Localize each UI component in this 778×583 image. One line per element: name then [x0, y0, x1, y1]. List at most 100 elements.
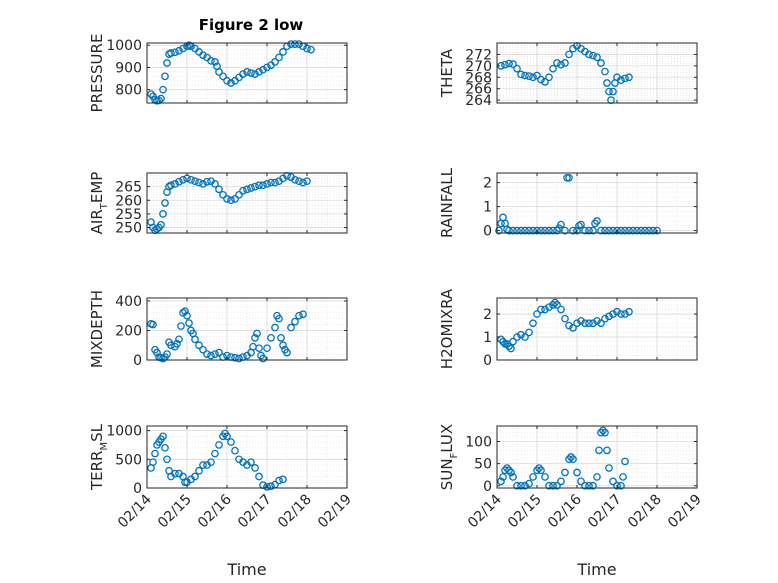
data-point: [525, 72, 533, 80]
data-point: [499, 337, 507, 346]
data-point: [625, 73, 633, 82]
data-point: [219, 190, 227, 199]
subplot-6: 0 1 2 H2OMIXRA: [438, 288, 698, 369]
data-point: [195, 466, 203, 475]
y-tick-label: 268: [465, 70, 492, 86]
data-point: [535, 464, 543, 472]
axes-box: [496, 297, 698, 361]
data-point: [653, 226, 661, 235]
data-point: [557, 477, 565, 486]
data-point: [603, 446, 611, 455]
data-point: [179, 44, 187, 53]
data-point: [509, 226, 517, 235]
data-point: [239, 186, 247, 195]
data-point: [175, 335, 183, 344]
data-point: [597, 226, 605, 235]
data-point: [609, 87, 617, 96]
data-point: [581, 481, 589, 490]
data-point: [235, 190, 243, 199]
y-tick-label: 100: [465, 435, 492, 451]
data-point: [549, 481, 557, 490]
data-point: [157, 220, 165, 229]
data-point: [537, 226, 545, 235]
y-tick-label: 1: [483, 330, 492, 346]
y-tick-label: 255: [115, 207, 142, 223]
data-point: [231, 446, 239, 455]
data-point: [617, 481, 625, 490]
data-point: [553, 59, 561, 67]
data-point: [159, 354, 167, 363]
data-point: [495, 226, 503, 235]
axes-box: [496, 42, 698, 104]
data-point: [231, 195, 239, 203]
data-point: [529, 473, 537, 481]
data-point: [525, 226, 533, 235]
data-point: [211, 449, 219, 458]
data-point: [185, 319, 193, 327]
y-tick-label: 1000: [106, 38, 142, 54]
y-tick-label: 500: [115, 452, 142, 468]
data-point: [561, 226, 569, 235]
data-point: [263, 483, 271, 491]
data-point: [271, 58, 279, 66]
data-point: [529, 319, 537, 328]
data-point: [513, 226, 521, 235]
data-point: [637, 226, 645, 235]
y-tick-label: 1: [483, 200, 492, 216]
data-point: [251, 334, 259, 342]
data-point: [243, 185, 251, 194]
data-point: [629, 226, 637, 235]
data-point: [553, 481, 561, 490]
data-point: [577, 317, 585, 325]
data-point: [253, 329, 261, 338]
data-point: [287, 40, 295, 48]
data-point: [565, 50, 573, 59]
data-point: [617, 310, 625, 318]
data-point: [517, 330, 525, 339]
data-point: [147, 90, 155, 98]
data-point: [275, 53, 283, 62]
data-point: [581, 226, 589, 235]
data-point: [247, 458, 255, 467]
data-point: [207, 56, 215, 65]
data-point: [573, 468, 581, 477]
y-tick-label: 272: [465, 47, 492, 63]
data-point: [585, 226, 593, 235]
data-point: [603, 79, 611, 87]
y-tick-label: 50: [474, 457, 492, 473]
axes-box: [146, 42, 348, 104]
axes-box: [146, 172, 348, 234]
data-point: [171, 180, 179, 188]
data-point: [505, 59, 513, 68]
data-point: [199, 180, 207, 188]
y-tick-label: 250: [115, 221, 142, 237]
data-point: [155, 96, 163, 105]
data-point: [175, 46, 183, 55]
data-point: [609, 477, 617, 486]
data-point: [589, 481, 597, 490]
data-point: [163, 350, 171, 358]
data-point: [621, 457, 629, 466]
data-point: [613, 481, 621, 490]
data-point: [617, 76, 625, 84]
axes-box: [146, 297, 348, 361]
y-tick-label: 900: [115, 60, 142, 76]
y-tick-label: 265: [115, 180, 142, 196]
data-point: [505, 342, 513, 351]
data-point: [597, 59, 605, 67]
data-point: [605, 226, 613, 235]
data-point: [625, 307, 633, 316]
data-point: [541, 78, 549, 86]
data-point: [175, 177, 183, 186]
data-point: [207, 351, 215, 360]
data-point: [545, 481, 553, 490]
y-tick-label: 270: [465, 59, 492, 75]
data-point: [161, 199, 169, 207]
data-point: [149, 320, 157, 329]
data-point: [537, 305, 545, 314]
y-axis-label: RAINFALL: [438, 167, 456, 238]
data-point: [569, 324, 577, 332]
data-point: [263, 63, 271, 72]
